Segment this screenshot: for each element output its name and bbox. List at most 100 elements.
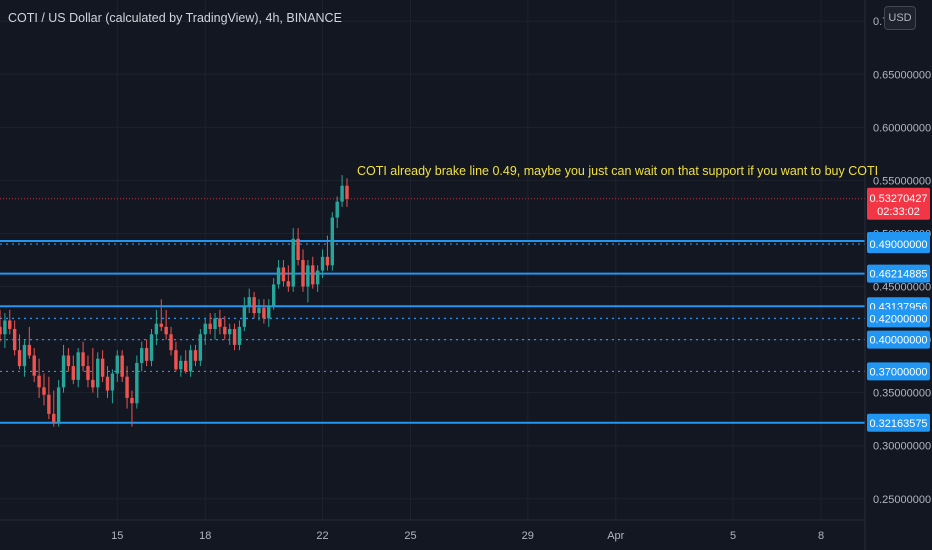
candle	[252, 291, 256, 319]
candle-body	[276, 267, 281, 285]
candle-body	[306, 265, 310, 287]
candle-body	[198, 334, 203, 361]
candle-body	[188, 350, 193, 372]
bar-countdown-label: 02:33:02	[877, 206, 920, 218]
candle	[140, 341, 144, 372]
candle	[179, 355, 183, 377]
candle-body	[27, 344, 32, 356]
level-price-label: 0.37000000	[869, 366, 927, 378]
candle	[120, 350, 124, 383]
time-axis[interactable]: 15 18 22 25 29 Apr 5 8	[111, 530, 824, 542]
candle	[174, 341, 178, 372]
candle	[276, 260, 281, 289]
x-tick-label: 15	[111, 530, 123, 542]
candle	[12, 320, 17, 356]
candle-body	[22, 344, 27, 367]
candle	[320, 249, 325, 279]
candle	[213, 313, 217, 340]
x-tick-label: 18	[199, 530, 211, 542]
candle	[91, 348, 95, 393]
level-price-tag	[867, 235, 930, 254]
candle-body	[218, 318, 222, 327]
candle-body	[335, 201, 339, 218]
candle-body	[320, 256, 325, 271]
candle-body	[17, 350, 22, 367]
candle	[61, 344, 66, 393]
candle	[47, 376, 51, 420]
candle	[311, 256, 315, 289]
candle-body	[301, 260, 305, 287]
candle	[237, 320, 242, 351]
candle-body	[37, 375, 41, 388]
level-price-label: 0.42000000	[869, 313, 927, 325]
chart-title: COTI / US Dollar (calculated by TradingV…	[8, 11, 342, 25]
candle	[257, 299, 261, 321]
candle-body	[3, 320, 7, 335]
candle	[3, 313, 7, 349]
y-tick-label: 0.55000000	[873, 175, 931, 187]
candle	[27, 326, 32, 359]
candle	[76, 348, 80, 388]
level-price-tag	[867, 413, 930, 432]
candle-body	[169, 334, 173, 351]
x-tick-label: 5	[730, 530, 736, 542]
candle-body	[115, 355, 119, 374]
candle-body	[174, 350, 178, 370]
candle	[52, 390, 56, 427]
candle	[227, 323, 232, 345]
candle-body	[242, 305, 247, 327]
candle-body	[149, 334, 154, 361]
y-tick-label: 0.35000000	[873, 388, 931, 400]
candle-body	[232, 328, 237, 345]
candle	[193, 344, 198, 367]
candle-body	[291, 238, 295, 287]
candle	[345, 178, 349, 207]
level-price-label: 0.49000000	[869, 239, 927, 251]
candle	[271, 278, 276, 310]
candle-body	[262, 307, 266, 319]
candle-body	[203, 323, 207, 335]
candle-body	[125, 376, 129, 398]
x-tick-label: 29	[522, 530, 534, 542]
candle	[315, 265, 320, 292]
candle-body	[86, 366, 90, 380]
y-tick-label: 0.60000000	[873, 122, 931, 134]
candle	[306, 260, 310, 303]
candle	[232, 323, 237, 351]
candle-body	[140, 348, 144, 363]
candle-body	[208, 323, 212, 329]
candle-body	[227, 328, 232, 335]
x-tick-label: 8	[818, 530, 824, 542]
candle-body	[135, 362, 139, 404]
candles	[0, 175, 349, 427]
candle-body	[237, 326, 242, 345]
candle	[8, 309, 12, 335]
candle-body	[71, 366, 76, 380]
candle	[86, 355, 90, 388]
annotation-note[interactable]: COTI already brake line 0.49, maybe you …	[357, 164, 878, 178]
candle	[154, 309, 159, 345]
candle	[291, 228, 295, 292]
currency-button[interactable]: USD	[884, 6, 916, 30]
y-tick-label: 0.30000000	[873, 441, 931, 453]
y-tick-label: 0.65000000	[873, 69, 931, 81]
candle-body	[330, 217, 335, 266]
candle	[56, 379, 61, 427]
candle	[262, 299, 266, 324]
candle-body	[61, 355, 66, 388]
candle	[71, 355, 76, 385]
level-price-label: 0.46214885	[869, 269, 927, 281]
candle-body	[42, 387, 46, 395]
candle	[330, 212, 335, 271]
candle	[66, 348, 71, 372]
candle	[223, 316, 227, 340]
candle-body	[340, 185, 344, 202]
level-lines[interactable]	[0, 198, 865, 424]
candle	[301, 249, 305, 292]
candle-body	[257, 307, 261, 314]
candle	[267, 299, 271, 327]
candle	[32, 348, 36, 383]
candle	[281, 260, 286, 287]
